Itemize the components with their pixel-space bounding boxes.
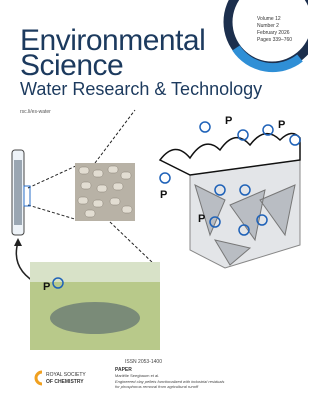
p-label: P bbox=[278, 119, 285, 131]
pages: Pages 339–760 bbox=[257, 37, 292, 43]
pellet bbox=[122, 206, 132, 213]
date: February 2026 bbox=[257, 30, 290, 36]
pellet bbox=[93, 170, 103, 177]
page: Volume 12 Number 2 February 2026 Pages 3… bbox=[0, 0, 320, 401]
pellet-photo bbox=[75, 163, 135, 221]
pellet bbox=[93, 200, 103, 207]
pond bbox=[50, 302, 140, 334]
tube-fill bbox=[14, 160, 22, 225]
authors: Mariëlle Seegbaum et al. bbox=[115, 373, 159, 378]
pellet bbox=[108, 166, 118, 173]
p-label: P bbox=[198, 213, 205, 225]
sky bbox=[30, 262, 160, 282]
pellet bbox=[78, 197, 88, 204]
volume: Volume 12 bbox=[257, 16, 281, 22]
pellet bbox=[121, 172, 131, 179]
pellet bbox=[110, 198, 120, 205]
p-label: P bbox=[225, 115, 232, 127]
p-label: P bbox=[160, 189, 167, 201]
publisher-line1: ROYAL SOCIETY bbox=[46, 372, 86, 378]
pellet bbox=[81, 182, 91, 189]
issn: ISSN 2053-1400 bbox=[125, 359, 162, 365]
article-title-line2: for phosphorus removal from agricultural… bbox=[115, 384, 199, 389]
pellet bbox=[113, 183, 123, 190]
p-label: P bbox=[43, 281, 50, 293]
pellet bbox=[79, 167, 89, 174]
pond-photo bbox=[30, 262, 160, 350]
number: Number 2 bbox=[257, 23, 279, 29]
pellet bbox=[97, 185, 107, 192]
cover: Volume 12 Number 2 February 2026 Pages 3… bbox=[0, 0, 308, 401]
pellet bbox=[85, 210, 95, 217]
subtitle: Water Research & Technology bbox=[20, 79, 262, 99]
url: rsc.li/es-water bbox=[20, 109, 51, 115]
title-line2: Science bbox=[20, 49, 123, 82]
publisher-line2: OF CHEMISTRY bbox=[46, 379, 84, 385]
